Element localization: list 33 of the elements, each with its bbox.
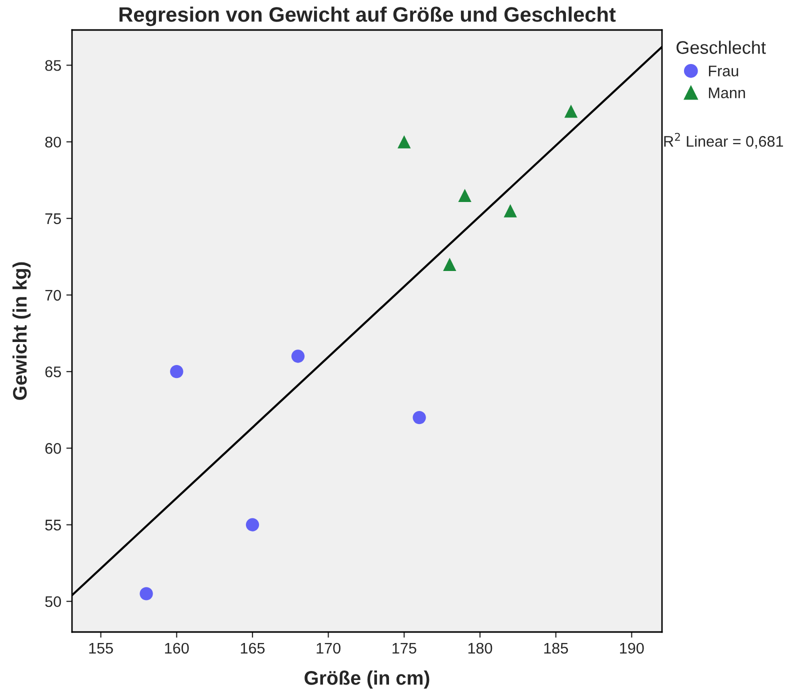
y-tick-label: 55: [45, 520, 61, 530]
y-tick-label: 65: [45, 366, 61, 378]
x-tick-label: 180: [468, 642, 492, 654]
chart-title: Regresion von Gewicht auf Größe und Geschlecht: [120, 6, 616, 26]
y-tick-label: 85: [45, 60, 61, 71]
x-tick-label: 190: [620, 642, 644, 654]
x-tick-label: 155: [89, 642, 113, 654]
point: [246, 518, 260, 532]
x-tick-label: 160: [165, 642, 189, 654]
point: [140, 587, 153, 600]
point: [412, 410, 426, 424]
x-tick-label: 185: [544, 642, 568, 654]
legend-label: Mann: [708, 88, 745, 98]
point: [443, 258, 456, 271]
legend-label: Frau: [708, 66, 738, 76]
legend-title: Geschlecht: [676, 40, 766, 54]
x-tick-label: 175: [392, 642, 416, 654]
y-tick-label: 50: [45, 596, 61, 608]
point: [398, 135, 411, 148]
y-tick-label: 75: [45, 213, 61, 224]
point: [564, 104, 578, 118]
y-tick-label: 80: [45, 136, 61, 148]
point: [458, 188, 472, 202]
text: R$^{2}$ Linear = 0,681: [664, 132, 784, 149]
point: [291, 350, 305, 363]
x-tick-label: 170: [316, 642, 340, 654]
point: [170, 365, 184, 378]
x-axis-title: Größe (in cm): [304, 670, 430, 689]
y-tick-label: 60: [45, 443, 61, 454]
point: [504, 204, 517, 218]
x-tick-label: 165: [240, 642, 265, 654]
y-tick-label: 70: [45, 290, 61, 301]
y-axis-title: Gewicht (in kg): [12, 262, 31, 400]
